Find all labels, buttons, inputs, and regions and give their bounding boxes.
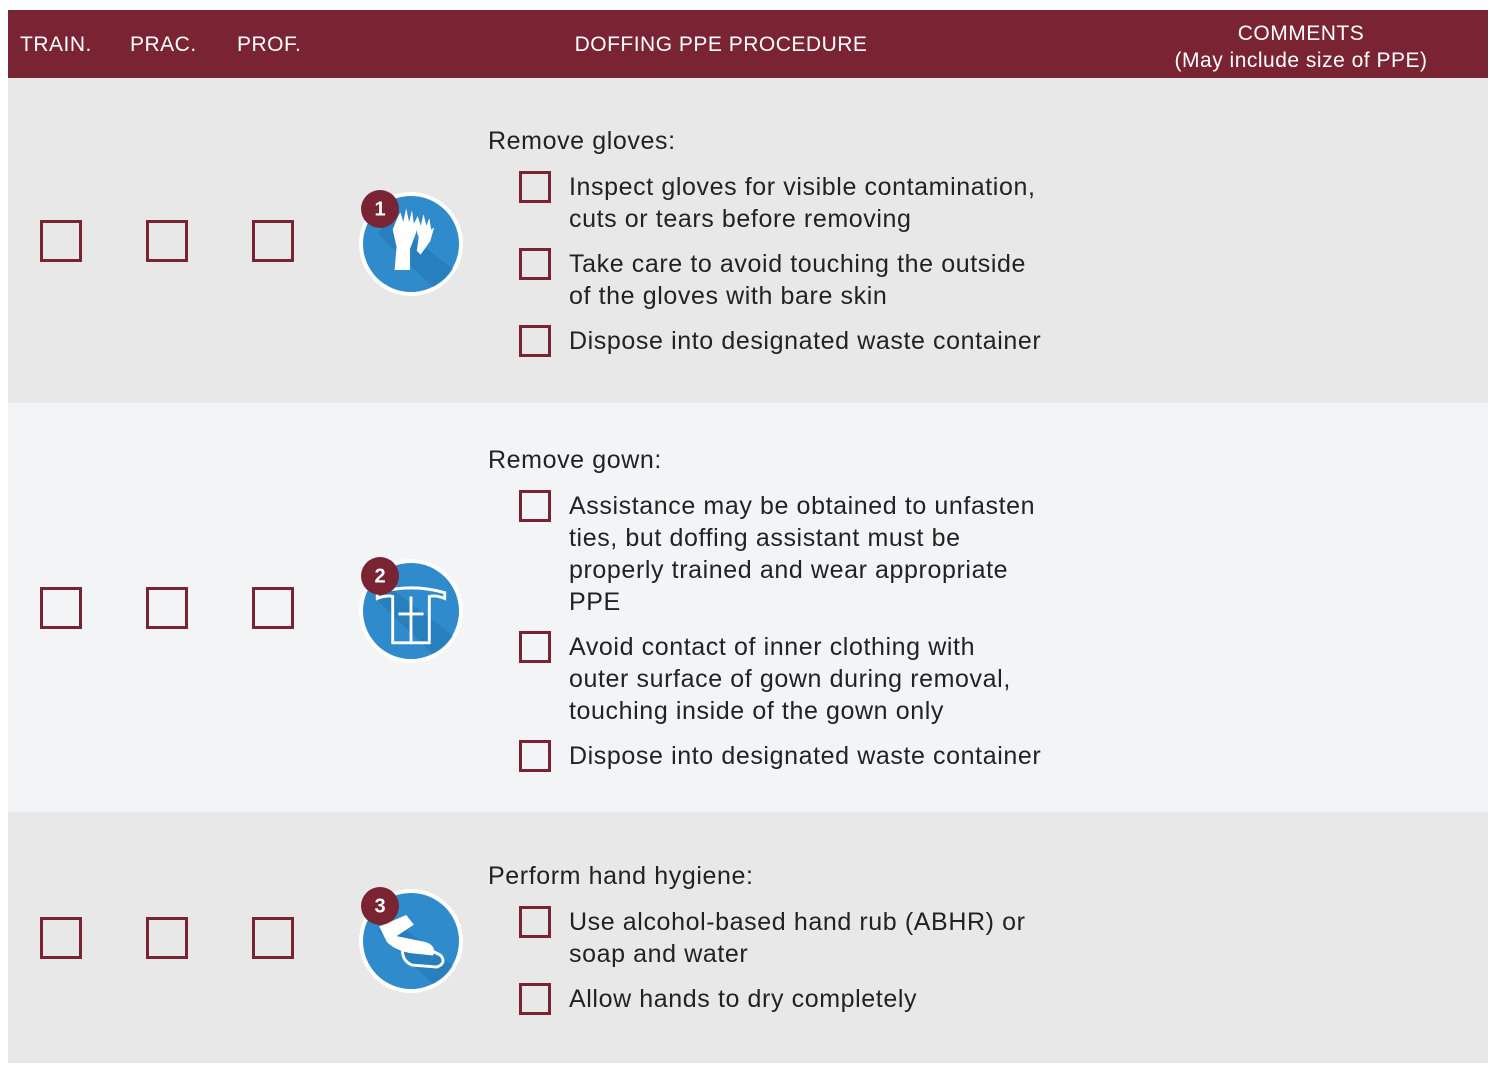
item-text: Dispose into designated waste container bbox=[569, 326, 1042, 355]
comments-subtitle: (May include size of PPE) bbox=[1174, 49, 1428, 72]
item-text: Avoid contact of inner clothing with bbox=[569, 632, 976, 661]
item-text: touching inside of the gown only bbox=[569, 696, 944, 725]
item-text: cuts or tears before removing bbox=[569, 204, 912, 233]
step-number: 3 bbox=[374, 895, 385, 917]
step-text: Remove gown: Assistance may be obtained t… bbox=[488, 444, 1041, 772]
column-header: TRAIN. bbox=[20, 33, 92, 56]
step-item: Inspect gloves for visible contamination… bbox=[488, 170, 1041, 235]
checkbox[interactable] bbox=[252, 916, 294, 959]
step-text: Perform hand hygiene: Use alcohol-based h… bbox=[488, 860, 1026, 1015]
step-item: Assistance may be obtained to unfasten ti… bbox=[488, 489, 1041, 618]
comments-title: COMMENTS bbox=[1237, 22, 1365, 45]
step-item: Avoid contact of inner clothing with oute… bbox=[488, 630, 1041, 727]
step-icon: 1 bbox=[359, 189, 463, 296]
column-header: PRAC. bbox=[130, 33, 197, 56]
item-text: Use alcohol-based hand rub (ABHR) or bbox=[569, 908, 1026, 936]
checkbox[interactable] bbox=[252, 219, 294, 262]
step-item: Use alcohol-based hand rub (ABHR) or soap… bbox=[488, 906, 1026, 970]
item-text: Inspect gloves for visible contamination… bbox=[569, 172, 1036, 201]
item-checkbox[interactable] bbox=[519, 983, 551, 1015]
item-checkbox[interactable] bbox=[519, 489, 551, 522]
item-checkbox[interactable] bbox=[519, 324, 551, 357]
item-text: Assistance may be obtained to unfasten bbox=[569, 491, 1036, 520]
item-text: ties, but doffing assistant must be bbox=[569, 523, 961, 552]
step-badge bbox=[361, 556, 399, 595]
step-icon: 3 bbox=[359, 886, 463, 993]
item-checkbox[interactable] bbox=[519, 170, 551, 203]
item-text: soap and water bbox=[569, 940, 749, 968]
step-badge bbox=[361, 189, 399, 228]
item-text: properly trained and wear appropriate bbox=[569, 555, 1009, 584]
step-item: Take care to avoid touching the outside o… bbox=[488, 247, 1041, 312]
item-text: of the gloves with bare skin bbox=[569, 281, 888, 310]
step-heading: Remove gloves: bbox=[488, 126, 676, 155]
item-text: Dispose into designated waste container bbox=[569, 741, 1042, 770]
item-checkbox[interactable] bbox=[519, 739, 551, 772]
checkbox[interactable] bbox=[40, 219, 82, 262]
checkbox[interactable] bbox=[146, 586, 188, 629]
icon-shadow bbox=[378, 585, 453, 654]
step-text: Remove gloves: Inspect gloves for visible… bbox=[488, 125, 1041, 357]
comments-header: COMMENTS (May include size of PPE) bbox=[1148, 20, 1454, 74]
item-text: PPE bbox=[569, 587, 621, 616]
step-row: 1 Remove gloves: Inspect gloves for visibl… bbox=[8, 78, 1488, 403]
column-header: DOFFING PPE PROCEDURE bbox=[574, 33, 868, 56]
step-badge bbox=[361, 886, 399, 925]
step-row: 2 Remove gown: Assistance may be obtained … bbox=[8, 403, 1488, 812]
step-item: Dispose into designated waste container bbox=[488, 739, 1042, 772]
item-checkbox[interactable] bbox=[519, 630, 551, 663]
item-text: Take care to avoid touching the outside bbox=[569, 249, 1027, 278]
checkbox[interactable] bbox=[146, 916, 188, 959]
step-item: Dispose into designated waste container bbox=[488, 324, 1042, 357]
step-number: 2 bbox=[374, 565, 385, 587]
column-header: PROF. bbox=[237, 33, 302, 56]
step-heading: Perform hand hygiene: bbox=[488, 862, 754, 890]
header-bar: TRAIN. PRAC. PROF. DOFFING PPE PROCEDURE… bbox=[8, 10, 1488, 78]
step-icon: 2 bbox=[359, 556, 463, 663]
checkbox[interactable] bbox=[252, 586, 294, 629]
checkbox[interactable] bbox=[40, 586, 82, 629]
step-number: 1 bbox=[374, 198, 385, 220]
item-text: outer surface of gown during removal, bbox=[569, 664, 1011, 693]
item-checkbox[interactable] bbox=[519, 247, 551, 280]
step-row: 3 Perform hand hygiene: Use alcohol-based … bbox=[8, 812, 1488, 1063]
item-text: Allow hands to dry completely bbox=[569, 985, 918, 1013]
item-checkbox[interactable] bbox=[519, 906, 551, 938]
step-item: Allow hands to dry completely bbox=[488, 983, 1026, 1015]
checkbox[interactable] bbox=[146, 219, 188, 262]
step-heading: Remove gown: bbox=[488, 445, 662, 474]
checkbox[interactable] bbox=[40, 916, 82, 959]
